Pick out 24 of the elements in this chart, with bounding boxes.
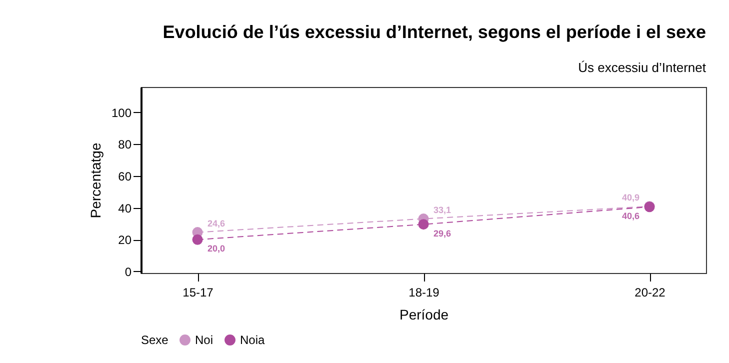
y-tick-label: 80 <box>118 138 132 152</box>
y-tick-label: 20 <box>118 233 132 248</box>
legend-label: Noia <box>240 333 266 347</box>
y-tick-label: 40 <box>118 201 132 216</box>
data-label: 24,6 <box>208 218 226 228</box>
x-axis-title: Període <box>399 306 449 322</box>
point <box>418 219 429 230</box>
legend-label: Noi <box>195 333 214 347</box>
x-tick-label: 20-22 <box>634 286 666 300</box>
y-tick-label: 60 <box>118 170 132 184</box>
data-label: 33,1 <box>434 204 452 215</box>
y-tick-label: 0 <box>124 264 132 279</box>
x-tick-label: 15-17 <box>182 286 214 300</box>
point <box>192 234 203 245</box>
data-label: 29,6 <box>434 228 452 238</box>
chart-title: Evolució de l’ús excessiu d’Internet, segons el període i el sexe <box>162 22 706 42</box>
y-axis-title: Percentatge <box>87 142 104 218</box>
legend-title: Sexe <box>141 333 169 347</box>
x-tick-label: 18-19 <box>408 286 440 300</box>
data-label: 40,6 <box>622 210 640 221</box>
data-label: 40,9 <box>622 192 640 202</box>
chart-subtitle: Ús excessiu d’Internet <box>578 60 706 75</box>
y-tick-label: 100 <box>111 106 132 120</box>
data-label: 20,0 <box>208 244 226 254</box>
